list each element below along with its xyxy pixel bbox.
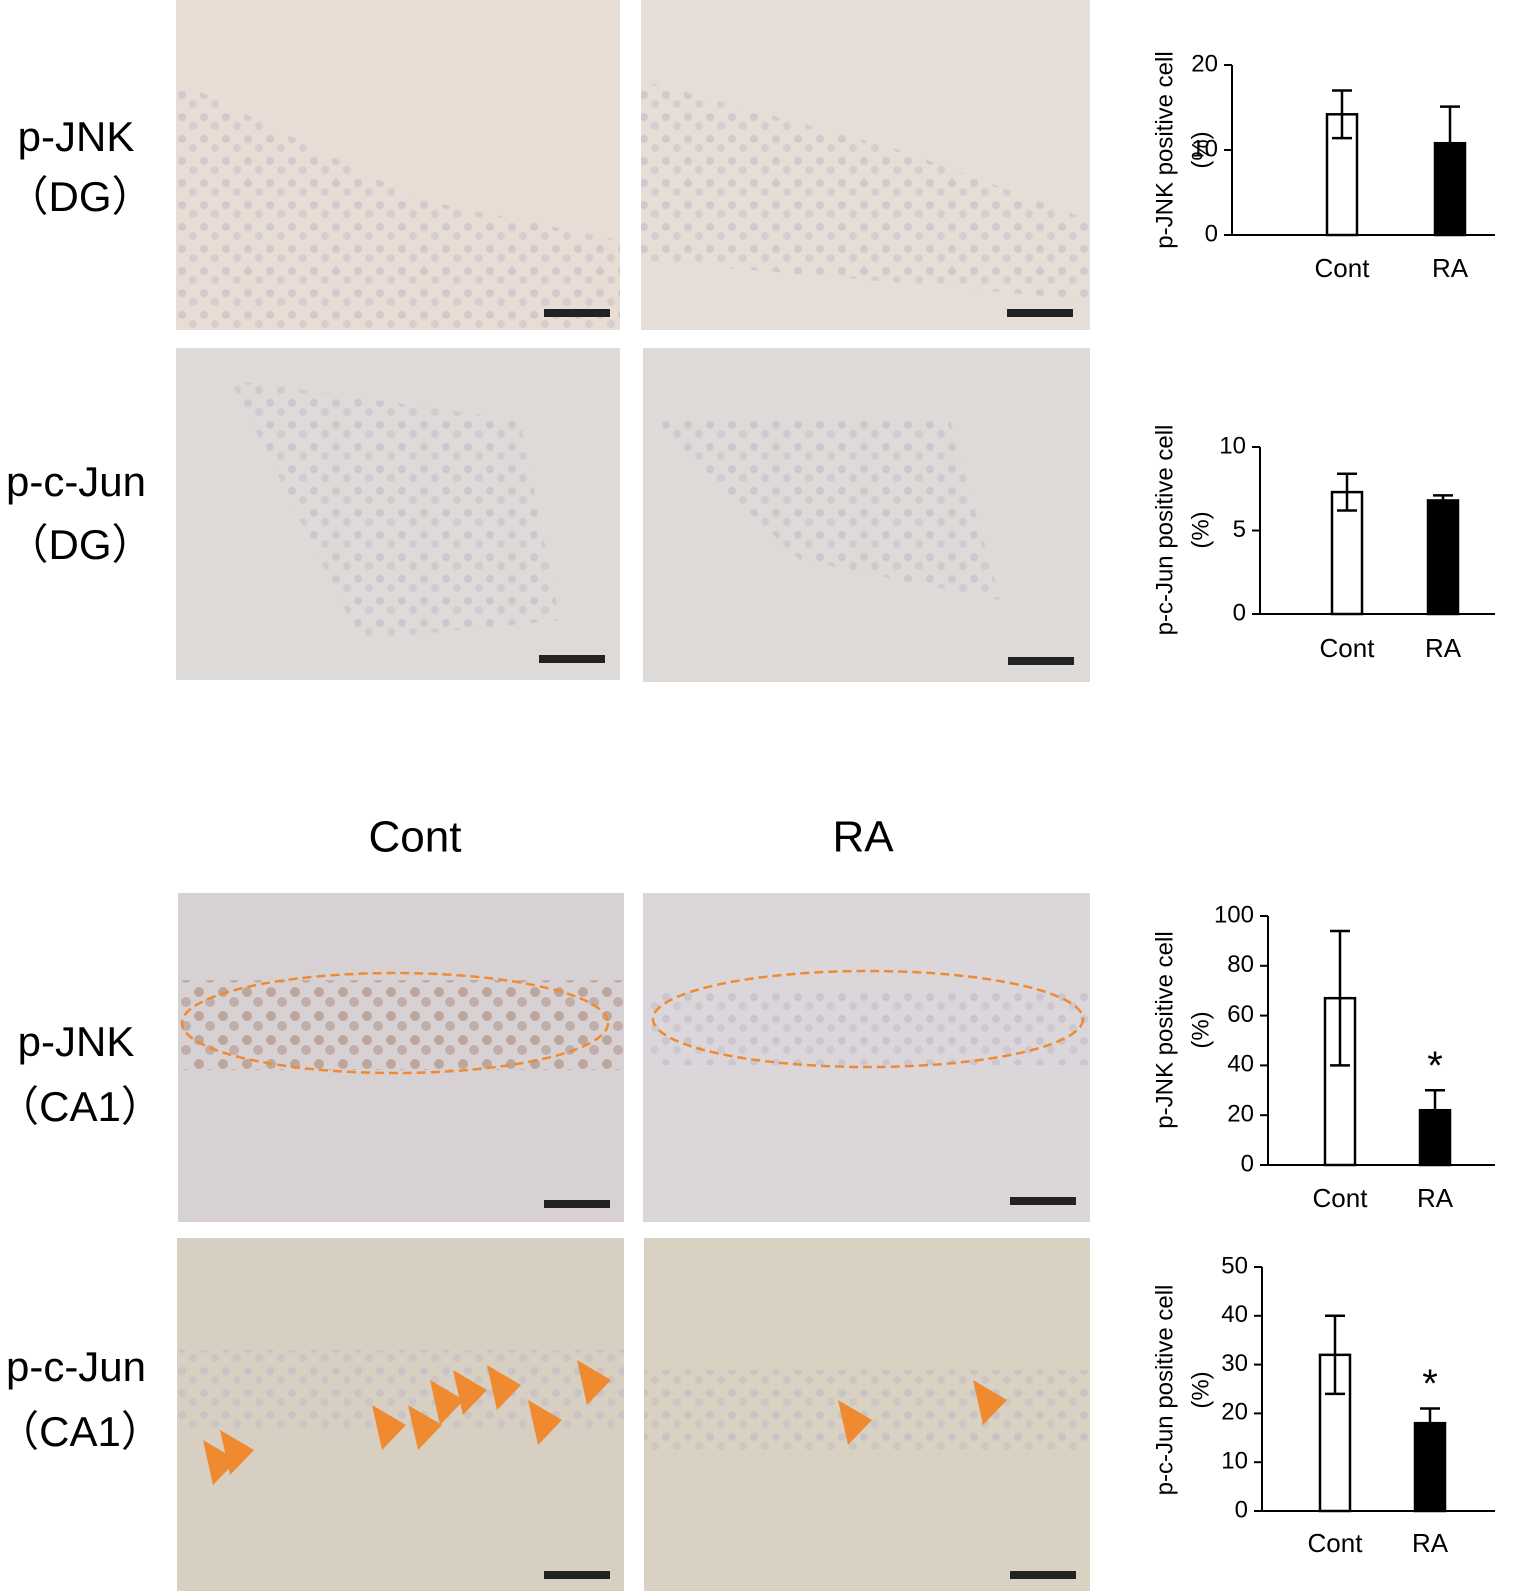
scale-bar [539, 655, 605, 663]
row-label: p-JNK [18, 113, 135, 160]
y-tick-label: 5 [1233, 516, 1246, 543]
error-bar [1337, 472, 1357, 512]
error-bar [1332, 89, 1352, 140]
y-tick-label: 50 [1221, 1252, 1248, 1279]
micrographs [176, 0, 1090, 1591]
error-bar [1420, 1407, 1440, 1440]
row-label: （CA1） [0, 1408, 163, 1455]
arrowhead [838, 1400, 872, 1445]
y-axis-label: p-JNK positive cell [1151, 931, 1178, 1128]
y-tick-label: 100 [1214, 901, 1254, 928]
bar [1426, 499, 1460, 616]
y-tick-label: 20 [1221, 1399, 1248, 1426]
cell-layer [176, 80, 620, 330]
row-label: （DG） [6, 173, 153, 220]
arrowhead [973, 1380, 1007, 1425]
y-axis-label: (%) [1187, 131, 1214, 168]
error-bar [1440, 105, 1460, 181]
y-tick-label: 10 [1191, 135, 1218, 162]
cell-layer [644, 1370, 1090, 1450]
y-tick-label: 60 [1227, 1001, 1254, 1028]
arrowhead [220, 1430, 254, 1475]
y-tick-label: 10 [1219, 432, 1246, 459]
arrowhead [203, 1440, 237, 1485]
y-tick-label: 10 [1221, 1448, 1248, 1475]
y-tick-label: 20 [1191, 50, 1218, 77]
y-tick-label: 0 [1205, 220, 1218, 247]
scale-bar [1010, 1197, 1076, 1205]
error-bar [1330, 929, 1350, 1067]
y-tick-label: 0 [1235, 1496, 1248, 1523]
arrowhead [528, 1400, 562, 1445]
category-label: Cont [1313, 1183, 1369, 1213]
significance-mark: * [1422, 1362, 1438, 1406]
scale-bar [544, 309, 610, 317]
y-axis-label: (%) [1187, 1011, 1214, 1048]
category-label: RA [1432, 253, 1469, 283]
scale-bar [1010, 1571, 1076, 1579]
y-tick-label: 30 [1221, 1350, 1248, 1377]
bar [1330, 490, 1364, 616]
arrowhead [577, 1360, 611, 1405]
category-label: RA [1417, 1183, 1454, 1213]
column-header: Cont [369, 813, 462, 862]
y-axis-label: p-c-Jun positive cell [1151, 1285, 1178, 1496]
region-outline [651, 969, 1085, 1069]
error-bar [1325, 1314, 1345, 1396]
scale-bar [544, 1200, 610, 1208]
y-tick-label: 40 [1221, 1301, 1248, 1328]
y-tick-label: 40 [1227, 1051, 1254, 1078]
arrowhead [372, 1405, 406, 1450]
significance-mark: * [1427, 1044, 1443, 1088]
category-label: Cont [1308, 1528, 1364, 1558]
y-tick-label: 0 [1241, 1150, 1254, 1177]
region-outline [180, 971, 610, 1075]
cell-layer [180, 980, 624, 1070]
row-label: p-c-Jun [6, 458, 146, 505]
arrowhead [453, 1370, 487, 1415]
row-label: （DG） [6, 521, 153, 568]
y-tick-label: 0 [1233, 599, 1246, 626]
cell-layer [650, 420, 1000, 600]
column-header: RA [832, 813, 894, 862]
category-label: RA [1412, 1528, 1449, 1558]
cell-layer [230, 380, 560, 640]
category-label: Cont [1315, 253, 1371, 283]
error-bar [1433, 494, 1453, 507]
y-axis-label: p-JNK positive cell [1151, 51, 1178, 248]
row-label: p-JNK [18, 1018, 135, 1065]
y-axis-label: (%) [1187, 511, 1214, 548]
cell-layer [641, 80, 1090, 300]
category-label: Cont [1320, 633, 1376, 663]
arrowhead [430, 1380, 464, 1425]
error-bar [1425, 1089, 1445, 1132]
arrowhead [487, 1365, 521, 1410]
row-label: p-c-Jun [6, 1343, 146, 1390]
scale-bar [1007, 309, 1073, 317]
y-axis-label: (%) [1187, 1371, 1214, 1408]
scale-bar [544, 1571, 610, 1579]
arrowhead [408, 1405, 442, 1450]
y-axis-label: p-c-Jun positive cell [1151, 425, 1178, 636]
row-label: （CA1） [0, 1083, 163, 1130]
category-label: RA [1425, 633, 1462, 663]
y-tick-label: 20 [1227, 1101, 1254, 1128]
scale-bar [1008, 657, 1074, 665]
y-tick-label: 80 [1227, 951, 1254, 978]
